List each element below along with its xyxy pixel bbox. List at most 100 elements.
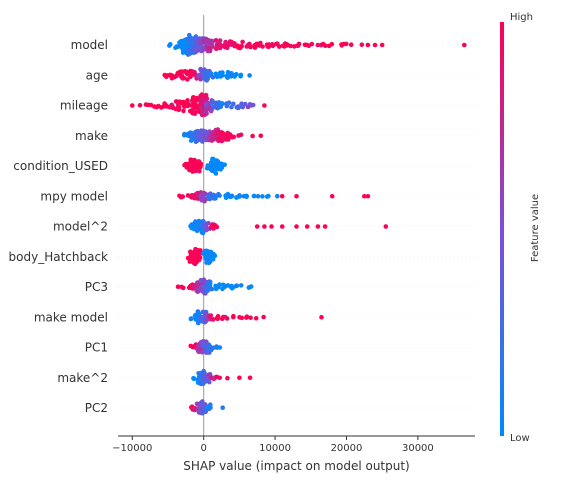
shap-point [217,193,222,198]
feature-label: age [86,68,108,82]
shap-point [326,43,332,49]
colorbar-title: Feature value [530,194,541,262]
shap-point [306,43,312,48]
shap-point [191,376,196,381]
shap-point [294,224,299,229]
shap-point [180,194,186,199]
shap-point [209,100,214,106]
shap-point [234,283,240,289]
shap-point [130,103,135,108]
shap-point [231,314,236,320]
shap-point [180,50,186,55]
shap-point [248,284,254,289]
feature-label: make model [34,310,108,324]
shap-point [195,289,201,295]
shap-point [362,193,367,199]
shap-point [181,285,186,291]
shap-point [184,103,189,109]
shap-point [269,224,274,229]
shap-point [203,102,209,107]
shap-point [169,75,175,81]
shap-point [207,348,213,353]
feature-label: PC3 [85,280,108,294]
shap-point [277,44,282,49]
shap-point [365,193,371,199]
x-tick-label: 0 [200,443,206,454]
shap-point [216,284,221,289]
shap-point [185,98,190,103]
feature-label: body_Hatchback [9,250,109,264]
shap-point [260,194,265,199]
shap-point [181,108,186,114]
shap-point [320,41,326,47]
feature-label: condition_USED [13,159,108,173]
shap-point [198,128,204,133]
shap-point [322,224,328,229]
shap-point [208,405,213,411]
shap-point [216,163,222,168]
shap-point [209,41,214,47]
shap-point [197,168,202,174]
feature-label: make [75,129,108,143]
shap-point [223,43,228,48]
shap-point [200,218,206,224]
shap-point [240,39,245,45]
shap-point [228,72,233,77]
shap-point [279,224,285,229]
x-tick-label: −10000 [112,443,152,454]
shap-point [194,193,200,199]
shap-point [194,401,200,407]
shap-point [195,320,201,326]
shap-point [168,42,173,47]
shap-point [192,167,198,173]
shap-point [164,74,169,80]
shap-point [203,312,208,317]
shap-point [240,104,246,110]
shap-point [206,45,211,51]
shap-point [229,193,235,199]
shap-point [176,107,182,113]
shap-point [257,41,262,47]
shap-point [284,42,290,47]
shap-point [217,104,222,110]
shap-point [225,375,230,381]
shap-point [202,343,207,349]
shap-point [224,103,230,109]
shap-point [206,194,211,199]
shap-point [192,72,197,77]
shap-point [275,193,280,199]
shap-point [195,309,201,315]
shap-point [202,372,207,377]
shap-point [191,101,196,106]
shap-point [250,133,255,139]
shap-point [201,284,207,289]
shap-point [195,280,200,285]
shap-point [228,284,234,290]
shap-point [197,251,202,256]
shap-point [237,375,242,381]
shap-point [137,103,143,108]
shap-point [238,132,244,138]
shap-point [223,314,228,320]
shap-point [248,315,253,321]
shap-point [247,73,252,78]
shap-point [248,44,253,50]
shap-point [231,101,236,107]
shap-point [203,94,208,99]
shap-point [234,72,239,77]
shap-point [195,283,200,289]
shap-point [217,375,222,381]
shap-point [211,251,216,257]
shap-point [383,224,389,229]
shap-point [198,134,203,139]
shap-point [220,286,225,292]
shap-point [200,399,205,404]
shap-point [208,313,214,318]
shap-point [210,317,215,322]
shap-point [238,72,244,78]
shap-point [175,284,181,290]
shap-point [231,134,237,140]
shap-point [198,105,203,110]
shap-point [213,46,219,51]
shap-point [209,255,215,261]
